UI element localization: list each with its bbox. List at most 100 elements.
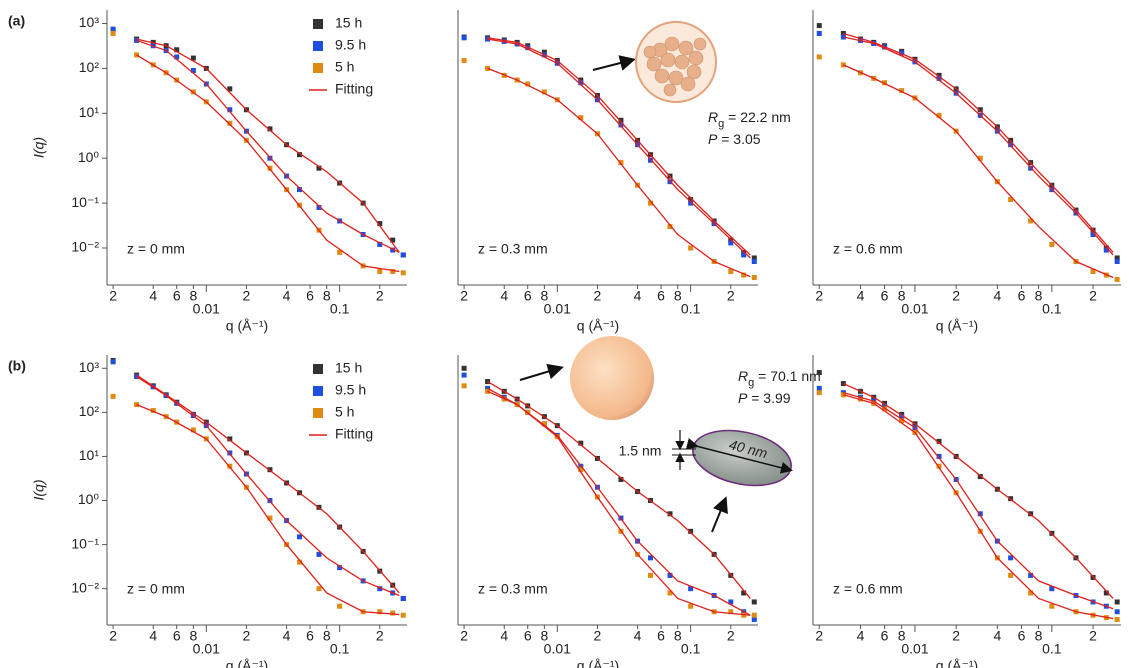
data-point (401, 270, 406, 275)
x-tick-label: 0.1 (330, 641, 350, 657)
data-point (1115, 617, 1120, 622)
data-point (648, 573, 653, 578)
data-point (752, 259, 757, 264)
data-point (111, 394, 116, 399)
y-tick-label: 10³ (79, 14, 100, 30)
x-tick-label: 6 (306, 288, 314, 304)
data-point (401, 596, 406, 601)
data-point (337, 604, 342, 609)
x-tick-label: 2 (460, 628, 468, 644)
x-axis-label: q (Å⁻¹) (936, 318, 978, 334)
legend-label: 5 h (335, 59, 354, 75)
fit-line (137, 39, 400, 252)
panel: q (Å⁻¹)24680.0124680.12z = 0.6 mm (813, 355, 1121, 668)
x-tick-label: 0.1 (681, 301, 701, 317)
x-tick-label: 2 (727, 288, 735, 304)
x-tick-label: 0.01 (193, 301, 220, 317)
annotation: P = 3.05 (708, 131, 761, 147)
x-tick-label: 2 (815, 288, 823, 304)
data-point (1115, 599, 1120, 604)
x-tick-label: 2 (594, 288, 602, 304)
data-point (817, 31, 822, 36)
fit-line (843, 384, 1113, 599)
inset-aggregate (593, 22, 716, 102)
x-tick-label: 2 (243, 288, 251, 304)
x-axis-label: q (Å⁻¹) (226, 318, 268, 334)
x-tick-label: 4 (283, 288, 291, 304)
x-tick-label: 4 (500, 288, 508, 304)
y-tick-label: 10⁻¹ (71, 194, 99, 210)
x-axis-label: q (Å⁻¹) (226, 658, 268, 668)
legend-swatch (313, 386, 323, 396)
panel: q (Å⁻¹)24680.0124680.12z = 0.6 mm (813, 10, 1121, 334)
data-point (462, 383, 467, 388)
annotation-part: R (708, 109, 718, 125)
y-tick-label: 10⁻² (71, 239, 99, 255)
fit-line (137, 377, 400, 596)
x-tick-label: 2 (815, 628, 823, 644)
legend-label: 9.5 h (335, 37, 366, 53)
y-tick-label: 10¹ (79, 447, 100, 463)
data-point (401, 252, 406, 257)
legend-swatch (313, 19, 323, 29)
x-tick-label: 2 (376, 628, 384, 644)
x-tick-label: 6 (657, 628, 665, 644)
y-tick-label: 10⁰ (78, 491, 100, 507)
x-tick-label: 6 (173, 628, 181, 644)
x-tick-label: 6 (524, 628, 532, 644)
data-point (462, 373, 467, 378)
panel-label: (a) (8, 13, 25, 29)
x-tick-label: 0.01 (901, 641, 928, 657)
data-point (462, 35, 467, 40)
x-tick-label: 4 (634, 628, 642, 644)
annotation-part: R (738, 368, 748, 384)
y-tick-label: 10¹ (79, 104, 100, 120)
condition-label: z = 0 mm (127, 581, 185, 597)
x-tick-label: 0.01 (544, 301, 571, 317)
legend-label: Fitting (335, 81, 373, 97)
y-tick-label: 10⁻¹ (71, 535, 99, 551)
x-axis-label: q (Å⁻¹) (577, 658, 619, 668)
legend-label: Fitting (335, 426, 373, 442)
x-tick-label: 4 (149, 628, 157, 644)
data-point (752, 617, 757, 622)
x-axis-label: q (Å⁻¹) (936, 658, 978, 668)
y-axis-label: I(q) (31, 137, 47, 158)
data-point (817, 54, 822, 59)
legend-swatch (313, 408, 323, 418)
data-point (752, 599, 757, 604)
annotation-part: = 70.1 nm (754, 368, 821, 384)
y-tick-label: 10⁰ (78, 149, 100, 165)
x-tick-label: 2 (952, 288, 960, 304)
data-point (817, 386, 822, 391)
legend-label: 9.5 h (335, 382, 366, 398)
legend-swatch (313, 63, 323, 73)
data-point (111, 31, 116, 36)
x-tick-label: 6 (173, 288, 181, 304)
x-tick-label: 2 (952, 628, 960, 644)
panel-label: (b) (8, 358, 26, 374)
x-tick-label: 4 (993, 628, 1001, 644)
y-tick-label: 10⁻² (71, 579, 99, 595)
panel: q (Å⁻¹)24680.0124680.12z = 0.3 mmRg = 22… (458, 10, 791, 334)
data-point (401, 613, 406, 618)
x-tick-label: 6 (1018, 628, 1026, 644)
x-tick-label: 0.1 (681, 641, 701, 657)
x-tick-label: 2 (1089, 288, 1097, 304)
x-tick-label: 4 (283, 628, 291, 644)
condition-label: z = 0.3 mm (478, 241, 548, 257)
data-point (817, 370, 822, 375)
panel: (b)I(q)q (Å⁻¹)10³10²10¹10⁰10⁻¹10⁻²24680.… (8, 355, 407, 668)
y-tick-label: 10³ (79, 359, 100, 375)
data-point (1049, 242, 1054, 247)
x-tick-label: 2 (376, 288, 384, 304)
x-tick-label: 2 (109, 628, 117, 644)
annotation: Rg = 70.1 nm (738, 368, 821, 389)
x-tick-label: 2 (109, 288, 117, 304)
x-tick-label: 4 (149, 288, 157, 304)
data-point (111, 27, 116, 32)
fit-line (137, 375, 400, 593)
data-point (462, 58, 467, 63)
x-tick-label: 2 (727, 628, 735, 644)
